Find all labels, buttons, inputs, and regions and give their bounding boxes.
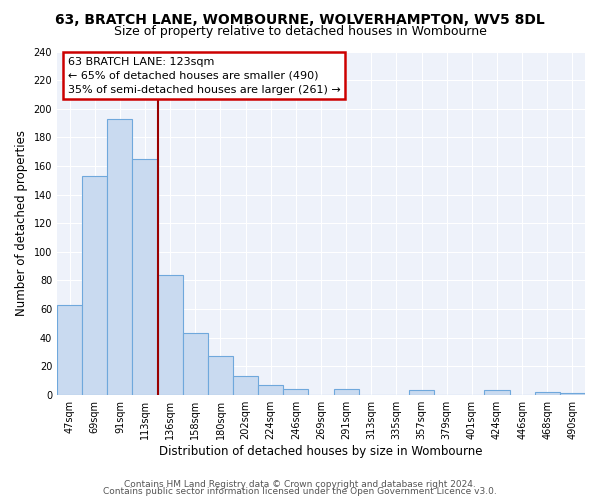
Text: 63, BRATCH LANE, WOMBOURNE, WOLVERHAMPTON, WV5 8DL: 63, BRATCH LANE, WOMBOURNE, WOLVERHAMPTO… (55, 12, 545, 26)
Bar (82, 176, 107, 394)
Bar (258, 384, 283, 394)
Bar (334, 389, 359, 394)
Bar (283, 389, 308, 394)
Bar (158, 274, 183, 394)
Bar (484, 390, 509, 394)
Text: Contains public sector information licensed under the Open Government Licence v3: Contains public sector information licen… (103, 487, 497, 496)
Y-axis label: Number of detached properties: Number of detached properties (15, 130, 28, 316)
Text: Size of property relative to detached houses in Wombourne: Size of property relative to detached ho… (113, 25, 487, 38)
X-axis label: Distribution of detached houses by size in Wombourne: Distribution of detached houses by size … (159, 444, 483, 458)
Bar (133, 159, 158, 394)
Bar (208, 356, 233, 395)
Bar (409, 390, 434, 394)
Text: Contains HM Land Registry data © Crown copyright and database right 2024.: Contains HM Land Registry data © Crown c… (124, 480, 476, 489)
Bar (535, 392, 560, 394)
Bar (57, 304, 82, 394)
Bar (183, 333, 208, 394)
Text: 63 BRATCH LANE: 123sqm
← 65% of detached houses are smaller (490)
35% of semi-de: 63 BRATCH LANE: 123sqm ← 65% of detached… (68, 56, 340, 94)
Bar (107, 118, 133, 394)
Bar (233, 376, 258, 394)
